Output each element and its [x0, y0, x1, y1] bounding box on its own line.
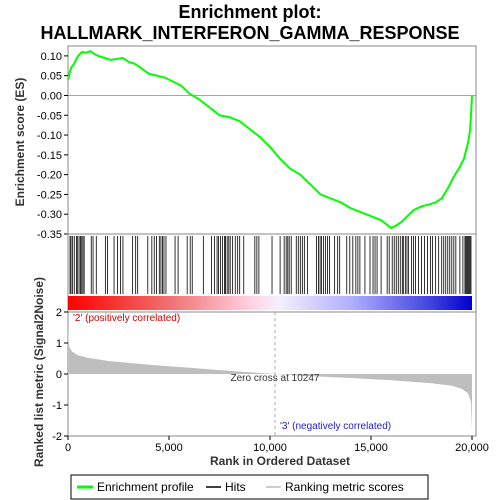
es-ytick-label: -0.30 — [37, 209, 62, 221]
zero-cross-label: Zero cross at 10247 — [231, 373, 320, 384]
chart-title-line1: Enrichment plot: — [179, 2, 322, 22]
legend-label-hits: Hits — [225, 480, 246, 494]
metric-ylabel: Ranked list metric (Signal2Noise) — [32, 277, 46, 467]
metric-y-axis: 2 1 0 -1 -2 — [52, 307, 68, 443]
es-ytick-label: -0.15 — [37, 150, 62, 162]
es-ytick-label: 0.05 — [41, 71, 62, 83]
x-axis: 0 5,000 10,000 15,000 20,000 — [65, 436, 489, 454]
metric-ytick-label: -2 — [52, 431, 62, 443]
es-ytick-label: 0.00 — [41, 90, 62, 102]
xtick-label: 20,000 — [455, 442, 489, 454]
xtick-label: 10,000 — [253, 442, 287, 454]
neg-correlated-label: '3' (negatively correlated) — [280, 421, 391, 432]
es-ytick-label: -0.10 — [37, 130, 62, 142]
pos-correlated-label: '2' (positively correlated) — [73, 313, 180, 324]
ranking-metric-area — [68, 327, 472, 430]
chart-title-line2: HALLMARK_INTERFERON_GAMMA_RESPONSE — [40, 23, 459, 43]
xtick-label: 5,000 — [155, 442, 183, 454]
legend-label-enrichment: Enrichment profile — [97, 480, 194, 494]
metric-ytick-label: -1 — [52, 400, 62, 412]
es-ylabel: Enrichment score (ES) — [13, 78, 27, 207]
es-panel-frame — [67, 45, 477, 235]
hits-lines — [69, 236, 472, 294]
es-ytick-label: -0.05 — [37, 110, 62, 122]
metric-ytick-label: 1 — [56, 338, 62, 350]
es-ytick-label: -0.35 — [37, 229, 62, 241]
xlabel: Rank in Ordered Dataset — [210, 454, 350, 468]
xtick-label: 0 — [65, 442, 71, 454]
legend-label-metric: Ranking metric scores — [285, 480, 404, 494]
es-ytick-label: 0.10 — [41, 51, 62, 63]
metric-ytick-label: 0 — [56, 369, 62, 381]
xtick-label: 15,000 — [354, 442, 388, 454]
legend-box — [70, 474, 429, 500]
es-ytick-label: -0.25 — [37, 189, 62, 201]
es-y-axis: 0.10 0.05 0.00 -0.05 -0.10 -0.15 -0.20 -0.25 -0.… — [37, 51, 68, 241]
es-ytick-label: -0.20 — [37, 170, 62, 182]
es-curve — [67, 50, 473, 230]
metric-ytick-label: 2 — [56, 307, 62, 319]
ranking-color-bar — [68, 296, 472, 310]
